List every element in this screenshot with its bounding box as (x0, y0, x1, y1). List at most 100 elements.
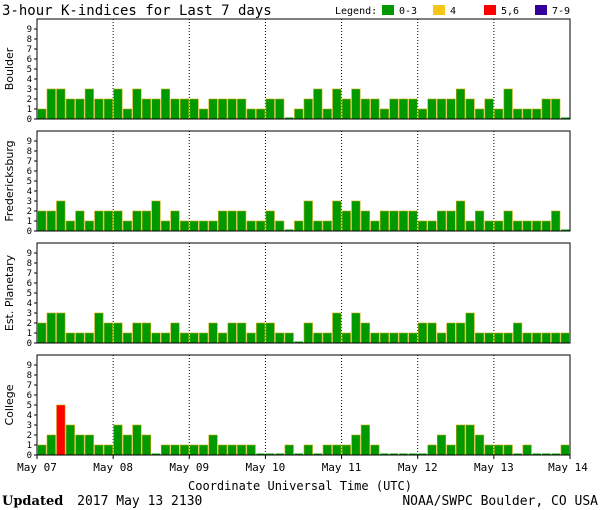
y-tick-label: 4 (27, 411, 32, 421)
bar (141, 98, 152, 120)
y-tick-label: 6 (27, 279, 32, 289)
bar (322, 220, 332, 232)
y-tick-label: 3 (27, 197, 32, 207)
y-tick-label: 8 (27, 35, 32, 45)
bar (389, 98, 399, 120)
bar (256, 220, 266, 232)
legend-title: Legend: (335, 6, 377, 17)
x-tick-label: May 07 (17, 461, 57, 474)
bar (522, 332, 532, 344)
y-tick-label: 0 (27, 227, 32, 237)
bar (84, 332, 94, 344)
bar (208, 434, 218, 456)
bar (246, 108, 256, 120)
y-tick-label: 4 (27, 299, 32, 309)
legend-entry: 5,6 (501, 6, 519, 17)
bar (189, 98, 199, 120)
bar (398, 98, 408, 120)
bar (484, 220, 494, 232)
bar (256, 108, 266, 120)
y-tick-label: 5 (27, 177, 32, 187)
bar (294, 341, 303, 343)
y-tick-label: 7 (27, 381, 32, 391)
bar (532, 453, 541, 455)
panels: 0123456789Boulder0123456789Fredericksbur… (3, 18, 571, 461)
bar (522, 220, 532, 232)
legend-entry: 0-3 (399, 6, 417, 17)
x-tick-label: May 10 (246, 461, 286, 474)
bar (417, 108, 428, 120)
bar (94, 444, 104, 456)
bar (179, 444, 190, 456)
bar (160, 332, 171, 344)
bar (399, 453, 408, 455)
bar (370, 220, 380, 232)
bar (475, 210, 485, 232)
bar (503, 88, 513, 120)
bar (351, 312, 361, 344)
bar (408, 453, 418, 455)
y-tick-label: 8 (27, 259, 32, 269)
bar (532, 332, 542, 344)
bar (265, 453, 275, 455)
y-tick-label: 8 (27, 371, 32, 381)
bar (294, 453, 303, 455)
bar (37, 108, 47, 120)
bar (398, 332, 408, 344)
bar (398, 210, 408, 232)
y-tick-label: 7 (27, 45, 32, 55)
bar (370, 98, 380, 120)
bar (417, 220, 428, 232)
bar (113, 322, 123, 344)
bar (513, 453, 522, 455)
y-tick-label: 7 (27, 269, 32, 279)
bar (132, 322, 142, 344)
y-tick-label: 1 (27, 217, 32, 227)
bar (494, 332, 504, 344)
bar (427, 444, 437, 456)
bar (484, 444, 494, 456)
bar (141, 322, 152, 344)
bar (522, 108, 532, 120)
bar (141, 210, 152, 232)
bar (227, 322, 237, 344)
legend-entry: 7-9 (552, 6, 570, 17)
bar (265, 98, 275, 120)
bar (360, 424, 370, 456)
bar (113, 210, 123, 232)
bar (284, 229, 294, 231)
x-tick-label: May 13 (474, 461, 514, 474)
bar (541, 98, 551, 120)
bar (494, 444, 504, 456)
bar (218, 210, 228, 232)
x-tick-label: May 08 (93, 461, 133, 474)
bar (132, 424, 142, 456)
y-tick-label: 4 (27, 75, 32, 85)
bar (122, 108, 132, 120)
bar (246, 444, 256, 456)
bar (84, 220, 94, 232)
y-tick-label: 1 (27, 441, 32, 451)
bar (475, 434, 485, 456)
y-tick-label: 1 (27, 105, 32, 115)
y-tick-label: 5 (27, 289, 32, 299)
bar (160, 220, 171, 232)
bar (113, 88, 123, 120)
legend-swatch (433, 5, 445, 15)
bar (351, 88, 361, 120)
bar (389, 210, 399, 232)
bar (475, 332, 485, 344)
bar (436, 210, 447, 232)
bar (513, 322, 523, 344)
bar (179, 220, 190, 232)
bar (103, 322, 113, 344)
bar (332, 88, 342, 120)
y-tick-label: 1 (27, 329, 32, 339)
y-tick-label: 0 (27, 115, 32, 125)
bar (541, 332, 551, 344)
y-tick-label: 5 (27, 401, 32, 411)
bar (237, 322, 247, 344)
bar (65, 332, 75, 344)
y-tick-label: 5 (27, 65, 32, 75)
bar (275, 453, 284, 455)
